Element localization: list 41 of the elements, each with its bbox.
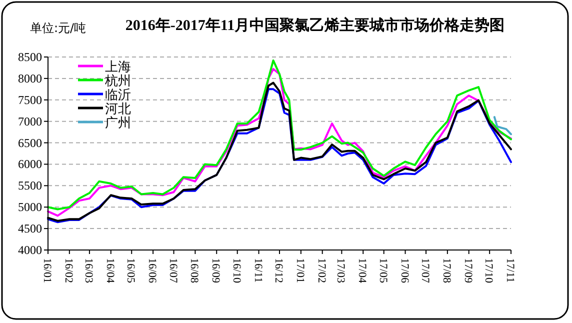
y-tick-label: 8500 [18,50,42,64]
x-tick-label: 16/04 [104,258,116,284]
y-tick-label: 5500 [18,178,42,193]
x-tick-label: 16/08 [188,258,200,284]
x-tick-label: 16/12 [272,258,284,284]
y-tick-label: 4500 [18,222,42,236]
y-axis-title: 单位:元/吨 [30,21,86,35]
x-tick-label: 16/07 [166,258,179,284]
x-tick-label: 17/01 [294,258,306,284]
x-tick-label: 16/09 [210,258,222,284]
y-tick-label: 4000 [18,243,42,257]
x-tick-label: 17/09 [462,258,474,284]
y-tick-label: 7000 [18,114,42,128]
y-tick-label: 5000 [18,200,42,214]
x-tick-label: 16/01 [41,258,53,284]
y-tick-label: 6500 [18,136,42,150]
x-tick-label: 16/06 [146,258,158,284]
legend-label: 河北 [105,102,131,117]
legend-label: 广州 [105,116,131,131]
chart-title: 2016年-2017年11月中国聚氯乙烯主要城市市场价格走势图 [125,16,505,34]
x-tick-label: 17/05 [376,258,389,284]
y-tick-label: 7500 [18,92,42,107]
y-tick-label: 6000 [18,157,42,172]
legend-label: 临沂 [105,88,131,103]
x-tick-label: 17/06 [398,258,410,284]
x-tick-label: 16/10 [230,258,242,284]
x-tick-label: 17/02 [315,258,328,284]
x-tick-label: 17/10 [482,258,495,284]
x-tick-label: 17/08 [440,258,452,284]
x-tick-label: 17/03 [334,258,347,284]
x-tick-label: 17/07 [419,258,431,284]
x-tick-label: 16/02 [62,258,74,284]
legend-label: 上海 [105,60,131,75]
line-series [493,116,512,136]
x-tick-label: 17/04 [356,258,368,284]
x-tick-label: 17/11 [504,258,516,283]
x-tick-label: 16/05 [124,258,137,284]
legend-label: 杭州 [104,74,131,89]
y-tick-label: 8000 [18,71,42,86]
x-tick-label: 16/03 [82,258,94,284]
x-tick-label: 16/11 [252,258,264,283]
